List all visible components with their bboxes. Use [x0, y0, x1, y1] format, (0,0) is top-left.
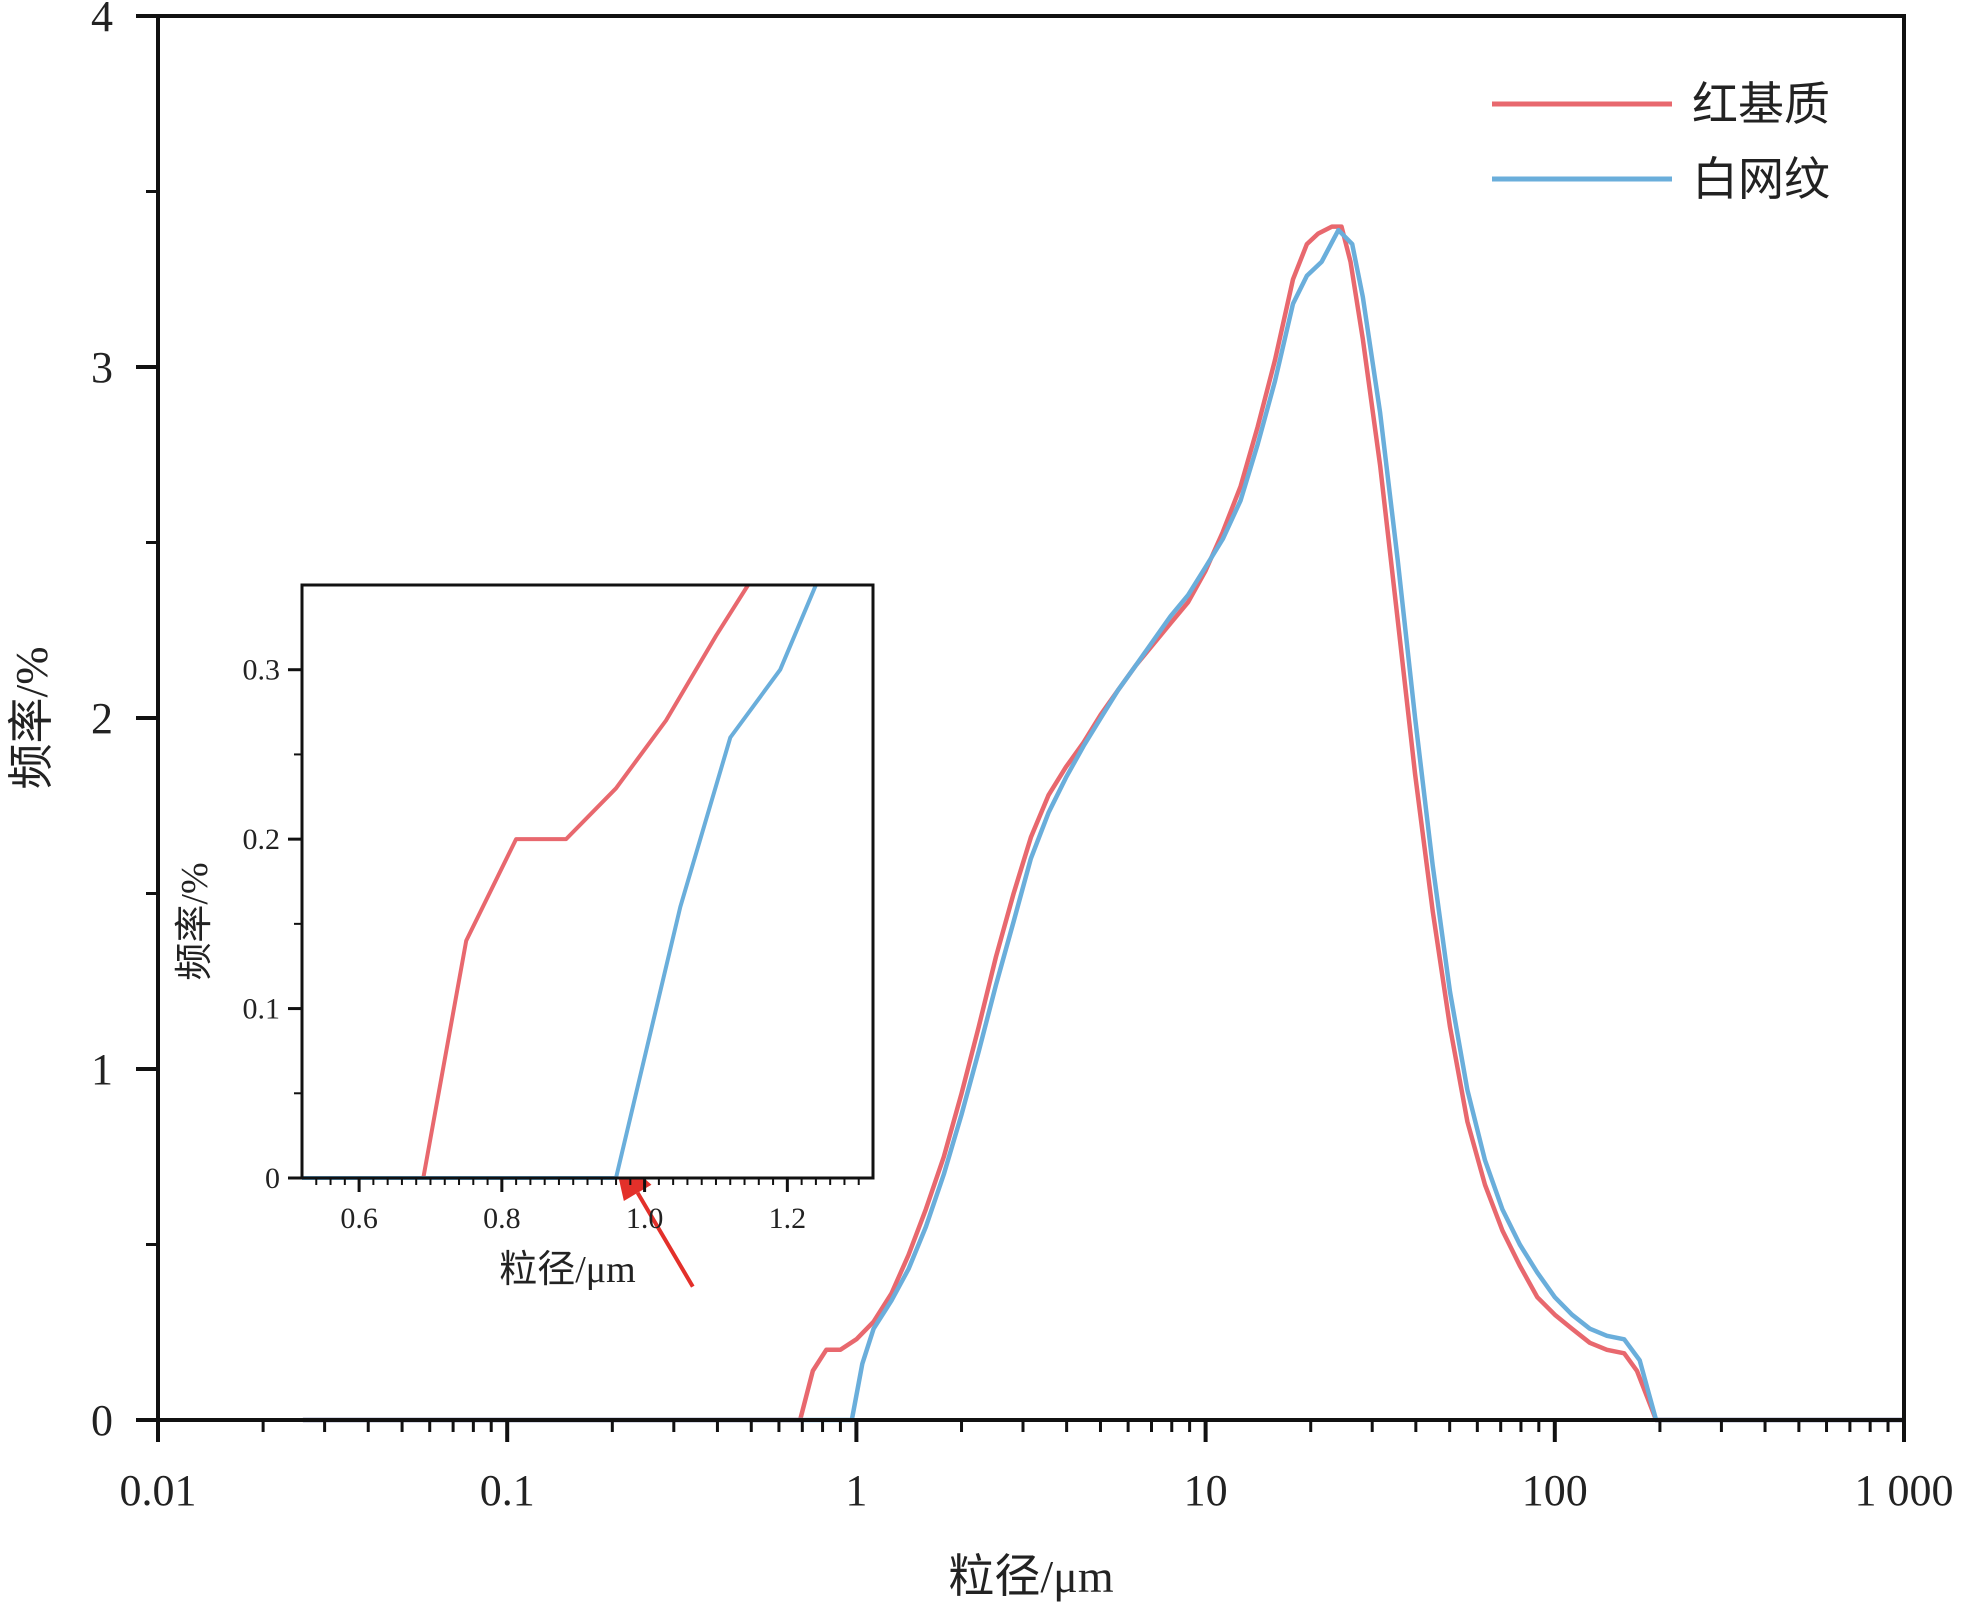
- x-tick-label: 0.1: [480, 1466, 535, 1515]
- inset-y-tick-label: 0.2: [243, 823, 281, 856]
- y-axis-title: 频率/%: [6, 646, 57, 789]
- arrow-shaft: [635, 1191, 695, 1288]
- legend-label-blue: 白网纹: [1692, 152, 1830, 206]
- main-axis-ticks: 0.01 0.1 1 10 100 1 000 0 1 2 3 4: [91, 0, 1954, 1515]
- inset-y-tick-label: 0: [265, 1162, 280, 1195]
- y-tick-label: 4: [91, 0, 113, 41]
- series-line-blue: [302, 227, 1904, 1423]
- y-tick-label: 1: [91, 1045, 113, 1094]
- inset-axis-ticks: 0.6 0.8 1.0 1.2 0 0.1 0.2 0.3: [243, 654, 860, 1235]
- inset-background: [302, 585, 873, 1178]
- main-series-lines: [302, 224, 1904, 1423]
- x-tick-label: 1 000: [1855, 1466, 1954, 1515]
- y-tick-label: 3: [91, 343, 113, 392]
- inset-y-axis-title: 频率/%: [174, 862, 216, 980]
- legend-label-red: 红基质: [1692, 77, 1830, 131]
- legend: 红基质 白网纹: [1492, 77, 1830, 206]
- inset-x-tick-label: 0.8: [483, 1202, 521, 1235]
- inset-x-tick-label: 1.2: [769, 1202, 807, 1235]
- inset-x-tick-label: 1.0: [626, 1202, 664, 1235]
- inset-series-line-red: [302, 583, 750, 1180]
- main-plot: 0.01 0.1 1 10 100 1 000 0 1 2 3 4 粒径/μm 频率/% 红基质 白…: [6, 0, 1954, 1602]
- series-line-red: [302, 224, 1904, 1423]
- inset-x-axis-title: 粒径/μm: [499, 1249, 636, 1291]
- inset-plot: 0.6 0.8 1.0 1.2 0 0.1 0.2 0.3 粒径/μm 频率/%: [174, 583, 875, 1291]
- inset-y-tick-label: 0.1: [243, 993, 281, 1026]
- y-tick-label: 2: [91, 694, 113, 743]
- x-axis-title: 粒径/μm: [948, 1551, 1113, 1602]
- inset-y-tick-label: 0.3: [243, 654, 281, 687]
- x-tick-label: 1: [845, 1466, 867, 1515]
- y-tick-label: 0: [91, 1396, 113, 1445]
- x-tick-label: 0.01: [120, 1466, 197, 1515]
- x-tick-label: 100: [1522, 1466, 1588, 1515]
- x-tick-label: 10: [1184, 1466, 1228, 1515]
- inset-x-tick-label: 0.6: [340, 1202, 378, 1235]
